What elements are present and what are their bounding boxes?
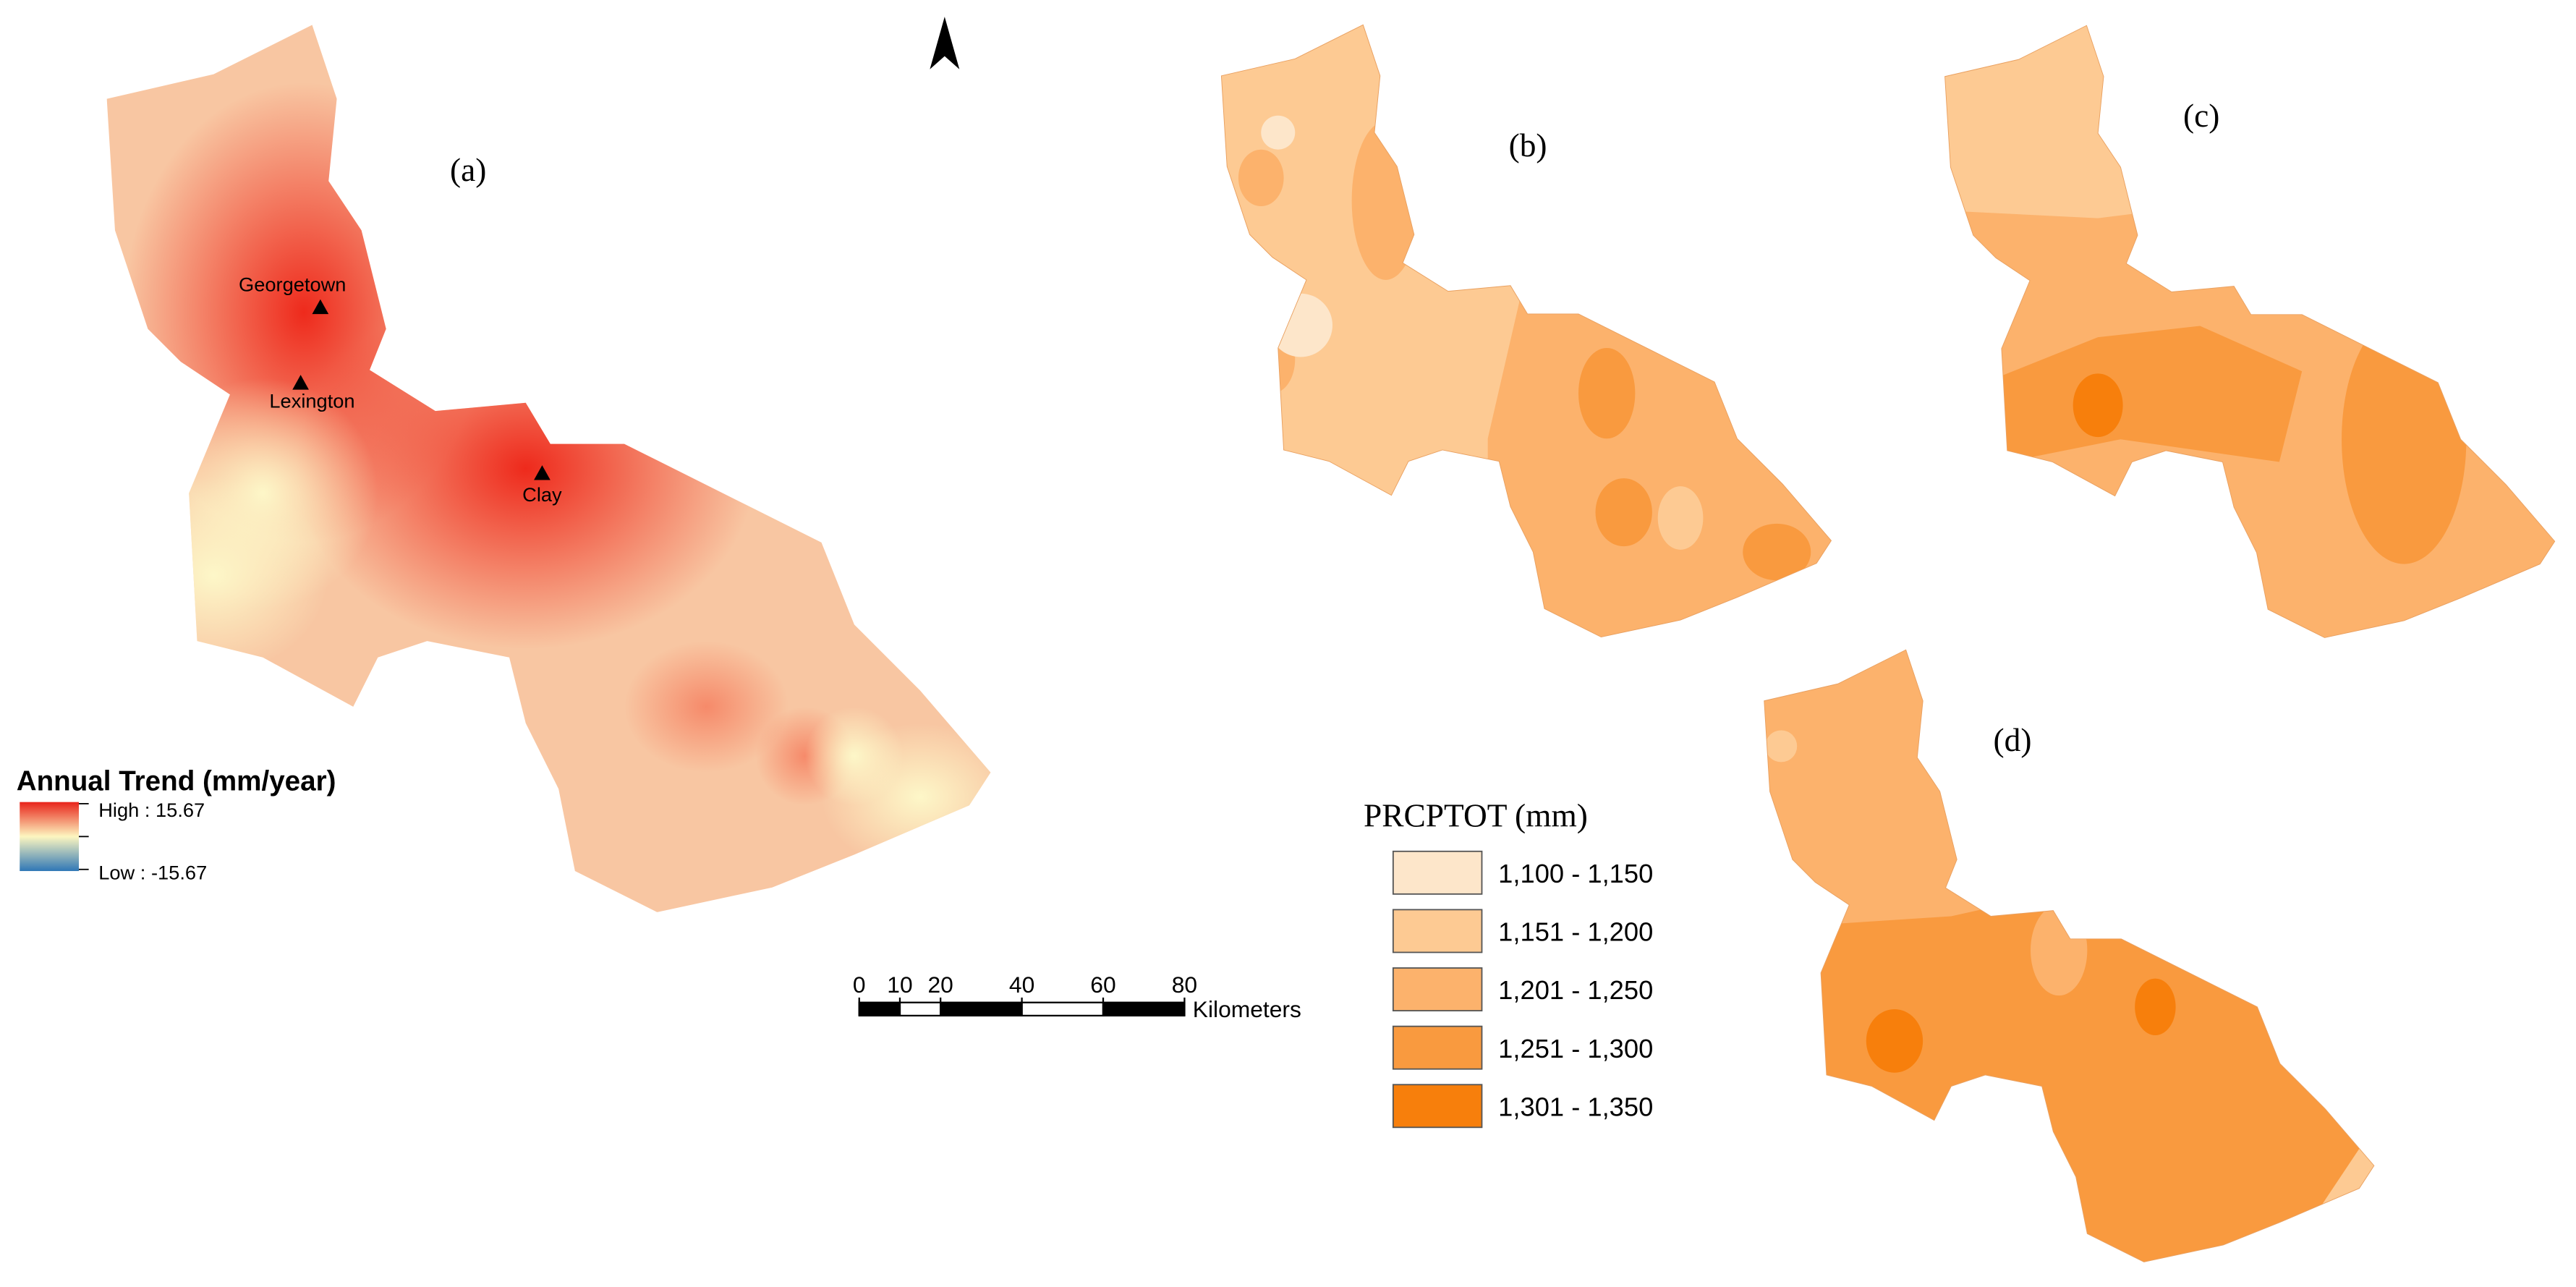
legend-swatch — [1392, 1084, 1483, 1129]
zone — [1944, 25, 2235, 218]
map-c — [1944, 25, 2556, 639]
scale-segment — [940, 1001, 1023, 1017]
scale-bar: 0 10 20 40 60 80 — [853, 972, 1197, 1017]
legend-label: 1,251 - 1,300 — [1498, 1034, 1653, 1063]
zone — [2342, 314, 2467, 564]
zone — [1261, 115, 1296, 150]
scale-segment — [858, 1001, 901, 1017]
zone — [1984, 326, 2303, 462]
legend-title: Annual Trend (mm/year) — [17, 766, 336, 797]
scale-unit: Kilometers — [1193, 996, 1301, 1022]
legend-swatch — [1392, 1025, 1483, 1070]
place-label: Clay — [522, 483, 562, 506]
map-d — [1763, 649, 2375, 1263]
panel-label: (c) — [2183, 98, 2219, 134]
scale-label: 40 — [1009, 972, 1034, 998]
color-ramp — [20, 802, 80, 872]
place-label: Lexington — [269, 390, 354, 412]
place-label: Georgetown — [239, 273, 346, 295]
legend-swatch — [1392, 967, 1483, 1011]
panel-label: (a) — [450, 152, 486, 188]
legend-label: High : 15.67 — [98, 799, 205, 821]
scale-label: 80 — [1172, 972, 1197, 998]
legend-label: 1,100 - 1,150 — [1498, 859, 1653, 888]
legend-swatch — [1392, 850, 1483, 895]
place-marker — [312, 299, 329, 315]
scale-label: 0 — [853, 972, 866, 998]
place-marker — [534, 465, 551, 480]
zone — [1487, 285, 1832, 637]
legend-label: 1,301 - 1,350 — [1498, 1092, 1653, 1121]
scale-label: 10 — [887, 972, 912, 998]
zone — [1743, 523, 1811, 581]
legend-title: PRCPTOT (mm) — [1364, 798, 1588, 834]
place-marker — [292, 375, 309, 390]
north-arrow — [930, 17, 960, 69]
panel-label: (b) — [1509, 127, 1547, 163]
zone — [2073, 373, 2123, 438]
scale-label: 20 — [927, 972, 953, 998]
scale-segment — [1102, 1001, 1186, 1017]
zone — [1866, 1008, 1924, 1073]
zone — [2031, 904, 2088, 996]
zone — [2135, 978, 2176, 1036]
legend-label: 1,151 - 1,200 — [1498, 917, 1653, 947]
zone — [1578, 347, 1636, 439]
map-a — [106, 25, 991, 912]
panel-label: (d) — [1994, 722, 2032, 758]
scale-segment — [1021, 1001, 1105, 1017]
scale-segment — [898, 1001, 942, 1017]
zone — [1595, 478, 1652, 547]
legend-label: 1,201 - 1,250 — [1498, 975, 1653, 1005]
zone — [1764, 650, 2054, 933]
zone — [1765, 730, 1798, 763]
scale-label: 60 — [1090, 972, 1115, 998]
legend-label: Low : -15.67 — [98, 861, 207, 883]
legend-swatch — [1392, 909, 1483, 953]
class-legend: 1,100 - 1,150 1,151 - 1,200 1,201 - 1,250 1… — [1392, 850, 1653, 1129]
zone — [1238, 149, 1284, 207]
map-b — [1220, 24, 1832, 638]
zone — [1351, 121, 1420, 280]
zone — [1657, 486, 1704, 550]
